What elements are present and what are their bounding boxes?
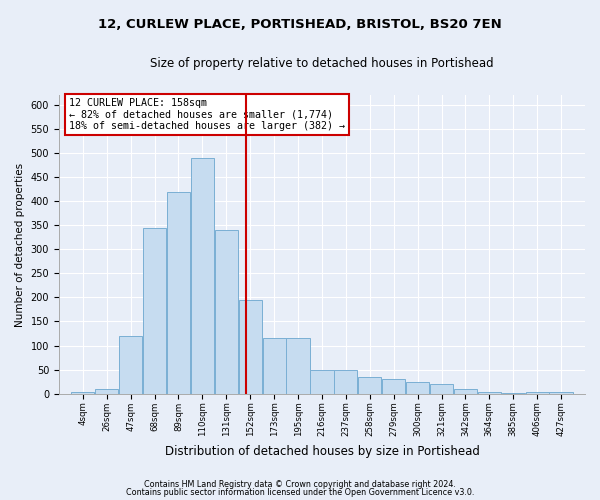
Bar [430,384,453,394]
Text: 12 CURLEW PLACE: 158sqm
← 82% of detached houses are smaller (1,774)
18% of semi: 12 CURLEW PLACE: 158sqm ← 82% of detache… [70,98,346,132]
Bar [406,382,429,394]
Bar [263,338,286,394]
Y-axis label: Number of detached properties: Number of detached properties [15,162,25,326]
Bar [358,377,382,394]
Bar [454,389,477,394]
Text: 12, CURLEW PLACE, PORTISHEAD, BRISTOL, BS20 7EN: 12, CURLEW PLACE, PORTISHEAD, BRISTOL, B… [98,18,502,30]
X-axis label: Distribution of detached houses by size in Portishead: Distribution of detached houses by size … [164,444,479,458]
Bar [191,158,214,394]
Bar [502,392,525,394]
Bar [143,228,166,394]
Bar [478,392,501,394]
Bar [167,192,190,394]
Text: Contains public sector information licensed under the Open Government Licence v3: Contains public sector information licen… [126,488,474,497]
Bar [550,392,572,394]
Bar [215,230,238,394]
Bar [95,389,118,394]
Text: Contains HM Land Registry data © Crown copyright and database right 2024.: Contains HM Land Registry data © Crown c… [144,480,456,489]
Bar [119,336,142,394]
Bar [286,338,310,394]
Bar [239,300,262,394]
Bar [526,392,549,394]
Bar [310,370,334,394]
Bar [71,392,94,394]
Bar [334,370,358,394]
Bar [382,379,405,394]
Title: Size of property relative to detached houses in Portishead: Size of property relative to detached ho… [150,58,494,70]
